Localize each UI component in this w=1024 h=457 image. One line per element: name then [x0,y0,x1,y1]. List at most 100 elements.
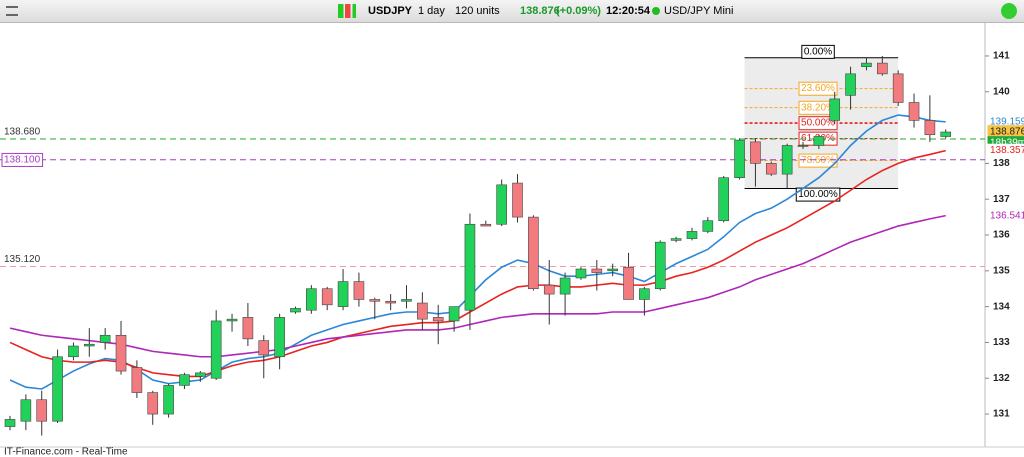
fib-label: 50.00% [801,118,835,129]
candle-body [115,334,127,372]
toolbar: USDJPY 1 day 120 units 138.876 (+0.09%) … [0,0,1024,23]
y-tick-label: 133 [993,337,1010,348]
candle-body [84,343,95,347]
candle-body [639,288,650,300]
label-box [987,143,1024,158]
y-tick-label: 136 [993,230,1010,241]
candle-body [210,320,222,379]
candle-body [559,277,571,295]
candle-body [242,317,254,340]
fib-label: 23.60% [801,83,835,94]
candle-body [464,223,476,311]
candle-body [623,266,634,300]
fib-label: 78.60% [801,155,835,166]
candle-body [591,268,603,273]
y-tick-label: 134 [993,301,1010,312]
candle-body [829,98,841,121]
ma-tag: 138.357 [990,145,1024,156]
candle-body [718,177,730,221]
candle-body [20,399,32,422]
candle-body [274,317,285,358]
candle-body [369,299,381,302]
ma-tag: 139.159 [990,117,1024,128]
candle-body [528,216,539,290]
fib-label: 38.20% [801,102,835,113]
candle-body [765,163,777,175]
candle-body [607,268,618,272]
candle-body [512,182,523,218]
candle-body [797,145,809,147]
y-tick-label: 137 [993,194,1010,205]
app-icon[interactable] [1001,3,1017,19]
ma-line [9,214,946,358]
y-tick-label: 131 [993,409,1010,420]
candle-body [306,288,317,311]
candle-body [781,145,793,175]
candle-body [686,231,698,239]
candle-body [195,372,206,377]
candle-body [36,399,48,422]
candle-body [68,345,79,358]
candle-body [401,299,412,302]
candle-body [353,281,365,300]
candle-body [131,367,143,393]
label-box [795,187,841,202]
candle-body [876,62,888,75]
footer: IT-Finance.com - Real-Time [4,447,128,457]
candle-body [892,73,904,103]
candle-body [321,288,333,306]
candle-body [654,241,666,290]
units[interactable]: 120 units [455,5,500,17]
candle-body [924,120,936,136]
candle-body [940,131,952,137]
candle-body [290,308,301,313]
h-line-label: 138.680 [4,127,41,138]
period[interactable]: 1 day [418,5,445,17]
label-box [798,116,838,131]
y-tick-label: 132 [993,373,1010,384]
fib-label: 100.00% [798,189,838,200]
candle-body [813,136,825,146]
price-change: (+0.09%) [556,5,601,17]
candle-body [226,318,238,322]
candle-body [861,62,872,67]
candle-body [845,73,856,96]
candle-body [99,334,111,343]
countdown: 18h39m [990,138,1024,149]
ma-line [9,114,946,390]
candle-body [496,184,507,225]
candle-body [670,238,682,241]
candle-body [163,385,174,415]
ma-line [9,149,946,378]
candle-body [417,302,428,320]
last-price: 138.876 [520,5,560,17]
candle-body [337,281,349,307]
last-price-tag: 138.876 [990,127,1024,138]
candle-body [4,419,16,427]
candle-body [258,340,270,356]
ma-tag: 136.541 [990,210,1024,221]
candle-body [908,102,920,121]
candle-body [179,374,190,386]
label-box [987,208,1024,223]
candle-body [385,300,396,304]
candle-body [575,268,587,279]
instrument: USD/JPY Mini [664,5,734,17]
h-line-label: 138.100 [4,154,41,165]
symbol[interactable]: USDJPY [368,5,413,17]
menu-icon[interactable] [6,6,18,16]
candle-body [734,139,745,179]
chart-icon[interactable] [338,4,356,18]
candle-body [702,220,714,232]
y-tick-label: 141 [993,51,1010,62]
status-dot [652,7,660,15]
candle-body [480,223,492,227]
candle-body [432,317,444,322]
y-tick-label: 138 [993,158,1010,169]
label-box [1,152,44,167]
y-tick-label: 135 [993,265,1010,276]
candle-body [543,284,555,295]
fib-label: 0.00% [804,46,832,57]
